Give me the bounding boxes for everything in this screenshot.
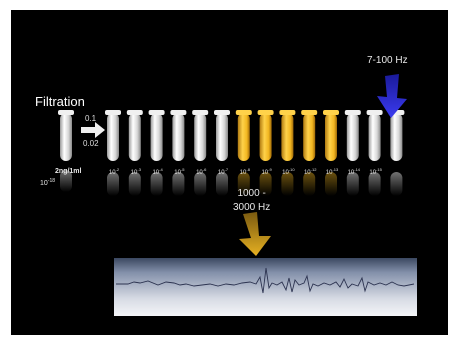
dilution-tube: [214, 110, 230, 196]
dilution-label: 10-8: [239, 167, 250, 176]
dilution-label: 10-10: [282, 167, 295, 176]
dilution-tube: [170, 110, 187, 196]
dilution-tube: [344, 110, 361, 196]
dilution-label: 10-13: [325, 167, 339, 176]
dilution-label: 10-5: [174, 167, 185, 176]
signal-panel: [114, 258, 417, 316]
dilution-label: 10-7: [217, 167, 229, 176]
dilution-tube: [301, 110, 318, 196]
dilution-tube: [126, 110, 143, 196]
dilution-label: 10-6: [196, 167, 207, 176]
low-band-arrow: [377, 74, 407, 118]
dilution-tube: [148, 110, 165, 196]
high-band-arrow: [239, 212, 271, 256]
dilution-label: 10-12: [303, 167, 317, 176]
signal-trace: [116, 267, 415, 294]
dilution-label: 10-2: [108, 167, 120, 176]
dilution-label: 10-15: [369, 167, 382, 176]
dilution-tube: [388, 110, 405, 196]
filtration-label: Filtration: [35, 94, 85, 109]
dilution-tube: [323, 110, 339, 196]
ratio-top-label: 0.1: [85, 114, 97, 123]
source-tube: [58, 110, 74, 192]
dilution-tube: [279, 110, 296, 196]
diagram-graphics: [58, 74, 407, 256]
filtration-arrow: [81, 122, 105, 138]
dilution-label: 10-4: [152, 167, 163, 176]
slide-canvas: Filtration 0.1 0.02 2ng/1ml 10-18 7-100 …: [11, 10, 448, 335]
low-band-label: 7-100 Hz: [367, 55, 408, 66]
dilution-tube: [105, 110, 121, 196]
dilution-label: 10-14: [347, 167, 361, 176]
dilution-tube: [366, 110, 383, 196]
dilution-label: 10-3: [130, 167, 141, 176]
high-band-label: 1000 -3000 Hz: [233, 188, 271, 213]
dilution-tube: [235, 110, 252, 196]
dilution-tube: [257, 110, 274, 196]
source-concentration-label: 2ng/1ml: [55, 168, 82, 175]
dilution-tube: [192, 110, 209, 196]
dilution-label: 10-9: [261, 167, 272, 176]
ratio-bottom-label: 0.02: [83, 139, 99, 148]
source-exponent-label: 10-18: [40, 178, 56, 187]
dilution-tubes: [105, 110, 405, 196]
